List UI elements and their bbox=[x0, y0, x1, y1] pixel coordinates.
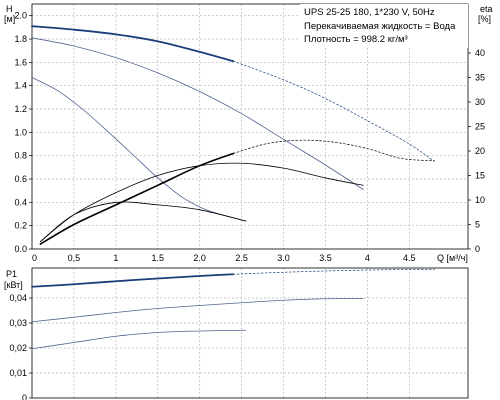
eta-axis-unit: [%] bbox=[478, 14, 491, 24]
head-eta-series-2 bbox=[31, 37, 364, 190]
power-axis-label: P1 bbox=[6, 269, 17, 279]
fluid-text: Перекачиваемая жидкость = Вода bbox=[304, 21, 456, 32]
eta-y-tick-label: 5 bbox=[475, 220, 480, 230]
eta-y-tick-label: 20 bbox=[475, 146, 485, 156]
head-y-tick-label: 2.0 bbox=[14, 11, 27, 21]
head-eta-series-4 bbox=[39, 152, 235, 245]
head-eta-series-7 bbox=[39, 201, 247, 243]
power-series-0 bbox=[31, 273, 235, 288]
power-series-group bbox=[31, 268, 435, 350]
info-box bbox=[300, 4, 468, 48]
eta-y-tick-labels: 0 5 10 15 20 25 30 35 40 bbox=[468, 48, 485, 254]
head-series-group bbox=[31, 25, 435, 245]
power-y-tick-label: 0,03 bbox=[9, 318, 27, 328]
eta-y-tick-label: 0 bbox=[475, 244, 480, 254]
x-tick-label: 1.5 bbox=[152, 253, 165, 263]
head-y-tick-label: 0.8 bbox=[14, 151, 27, 161]
x-tick-label: 3.5 bbox=[319, 253, 332, 263]
head-eta-series-1 bbox=[232, 60, 435, 162]
eta-y-tick-label: 25 bbox=[475, 122, 485, 132]
power-y-tick-label: 0,04 bbox=[9, 293, 27, 303]
x-tick-label: 2.0 bbox=[193, 253, 206, 263]
head-y-tick-label: 0.4 bbox=[14, 197, 27, 207]
head-y-tick-label: 1.8 bbox=[14, 34, 27, 44]
x-tick-label: 0 bbox=[32, 253, 37, 263]
head-eta-series-3 bbox=[31, 77, 247, 222]
x-tick-label: 0,5 bbox=[68, 253, 81, 263]
eta-y-tick-label: 35 bbox=[475, 73, 485, 83]
power-y-tick-label: 0 bbox=[22, 393, 27, 400]
x-tick-label: 1 bbox=[113, 253, 118, 263]
x-tick-label: 4.5 bbox=[403, 253, 416, 263]
head-eta-series-6 bbox=[39, 162, 364, 243]
head-eta-series-5 bbox=[232, 139, 435, 162]
head-y-tick-label: 1.4 bbox=[14, 81, 27, 91]
power-chart: 0 0,01 0,02 0,03 0,04 P1 [кВт] bbox=[4, 267, 469, 400]
head-axis-unit: [м] bbox=[4, 14, 15, 24]
eta-y-tick-label: 40 bbox=[475, 48, 485, 58]
power-y-tick-labels: 0 0,01 0,02 0,03 0,04 bbox=[9, 293, 32, 400]
head-efficiency-chart: 0.00.20.40.60.81.01.21.41.61.82.0 051015… bbox=[4, 3, 493, 263]
x-tick-label: 3.0 bbox=[277, 253, 290, 263]
power-series-3 bbox=[31, 329, 247, 350]
head-axis-label: H bbox=[6, 4, 13, 14]
x-tick-label: 2.5 bbox=[235, 253, 248, 263]
head-y-tick-label: 1.6 bbox=[14, 57, 27, 67]
head-eta-series-0 bbox=[31, 25, 235, 63]
pump-model-text: UPS 25-25 180, 1*230 V, 50Hz bbox=[304, 7, 435, 18]
head-y-tick-label: 0.0 bbox=[14, 244, 27, 254]
eta-axis-label: eta bbox=[480, 4, 493, 14]
power-axis-unit: [кВт] bbox=[4, 280, 23, 290]
head-y-tick-label: 0.6 bbox=[14, 174, 27, 184]
power-series-1 bbox=[232, 268, 435, 275]
density-text: Плотность = 998.2 кг/м³ bbox=[304, 34, 408, 45]
eta-y-tick-label: 30 bbox=[475, 97, 485, 107]
power-series-2 bbox=[31, 298, 364, 323]
power-y-tick-label: 0,02 bbox=[9, 343, 27, 353]
flow-x-tick-labels: 0 0,5 1 1.5 2.0 2.5 3.0 3.5 4 4.5 bbox=[32, 253, 416, 263]
power-y-tick-label: 0,01 bbox=[9, 368, 27, 378]
head-y-tick-label: 1.0 bbox=[14, 127, 27, 137]
head-y-tick-label: 0.2 bbox=[14, 221, 27, 231]
head-y-tick-label: 1.2 bbox=[14, 104, 27, 114]
power-plot-frame bbox=[31, 267, 469, 399]
power-grid bbox=[32, 268, 468, 398]
eta-y-tick-label: 10 bbox=[475, 195, 485, 205]
head-y-tick-labels: 0.0 0.2 0.4 0.6 0.8 1.0 1.2 1.4 1.6 1.8 2.0 bbox=[14, 11, 32, 254]
eta-y-tick-label: 15 bbox=[475, 171, 485, 181]
flow-axis-label: Q [м³/ч] bbox=[437, 253, 468, 263]
x-tick-label: 4 bbox=[365, 253, 370, 263]
